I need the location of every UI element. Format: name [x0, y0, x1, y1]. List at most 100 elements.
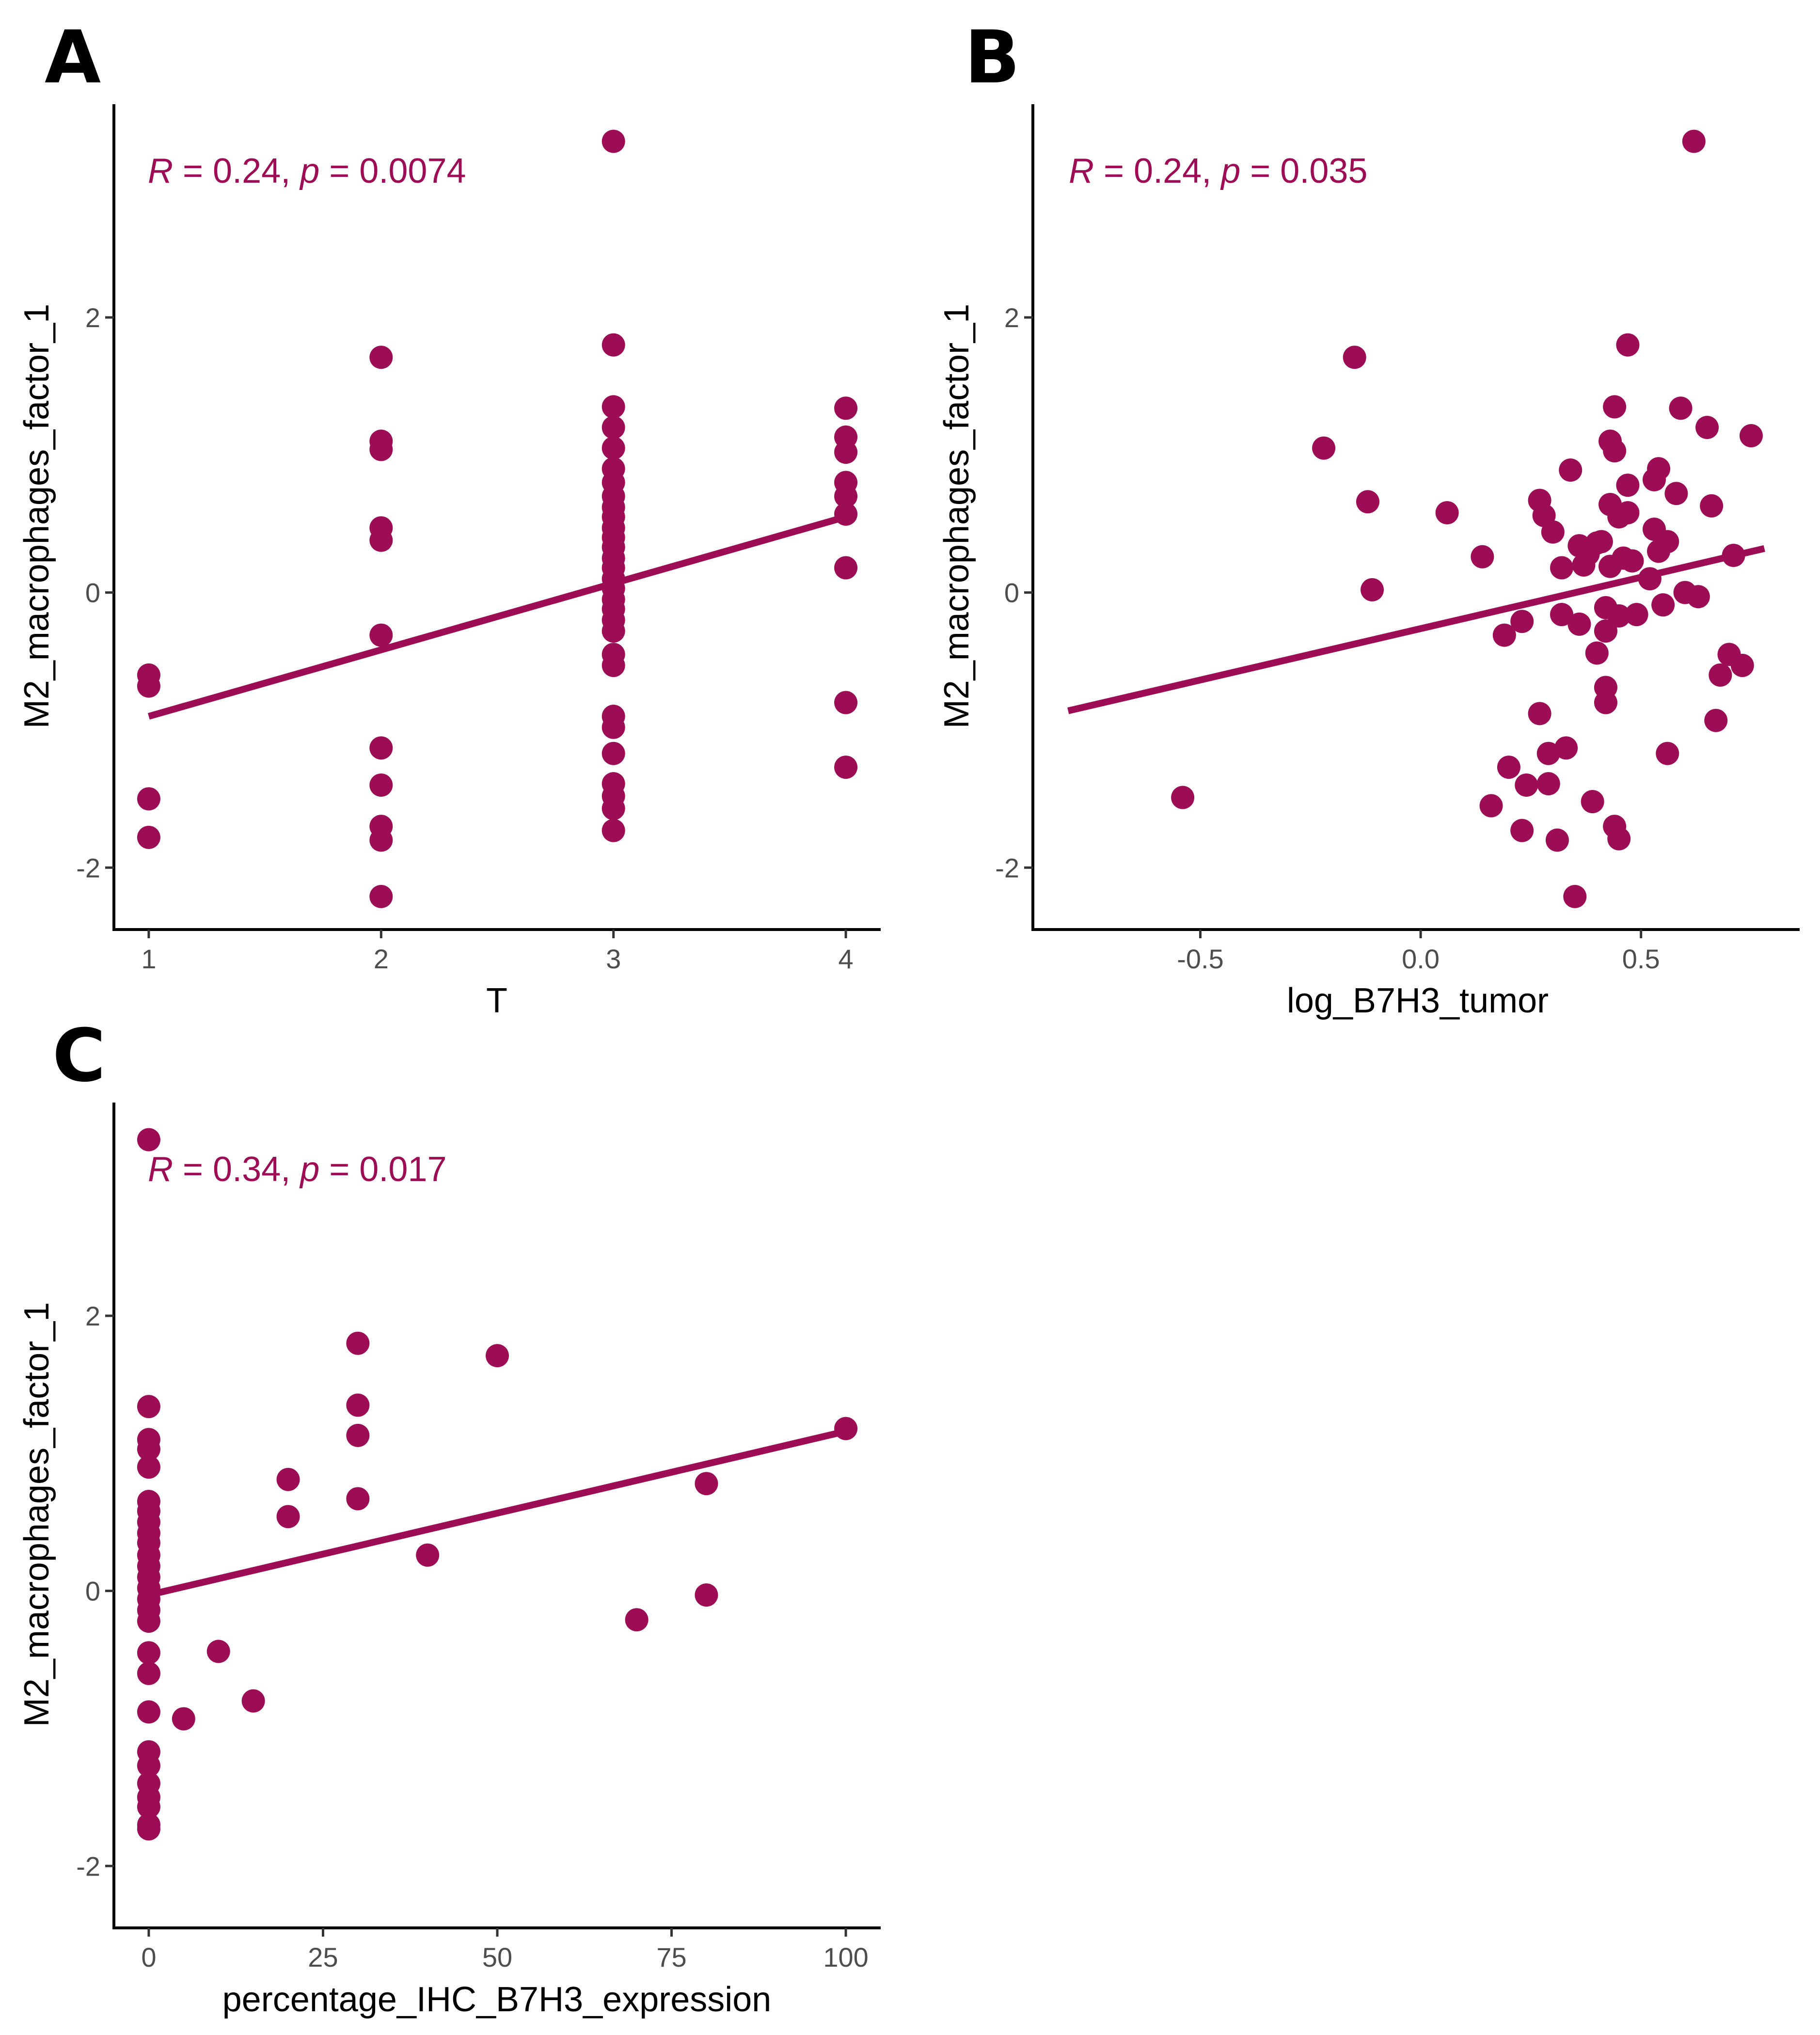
data-point [137, 674, 160, 698]
data-point [1682, 129, 1706, 153]
data-point [137, 1609, 160, 1633]
data-point [137, 1455, 160, 1479]
data-point [1730, 654, 1754, 678]
data-point [1550, 556, 1574, 580]
data-point [1664, 482, 1688, 505]
regression-line-a [147, 513, 847, 720]
data-point [601, 715, 625, 739]
data-point [1479, 794, 1503, 818]
data-point [1528, 702, 1551, 726]
data-point [1739, 424, 1763, 448]
data-point [625, 1608, 649, 1632]
data-point [137, 825, 160, 849]
data-point [1616, 501, 1640, 524]
data-point [834, 396, 858, 420]
data-point [172, 1707, 195, 1731]
points-a [137, 129, 858, 908]
data-point [1625, 603, 1648, 627]
data-point [1545, 828, 1569, 852]
data-point [486, 1344, 509, 1368]
data-point [369, 528, 393, 552]
data-point [1343, 346, 1366, 369]
data-point [601, 436, 625, 460]
data-point [369, 773, 393, 797]
data-point [346, 1487, 370, 1511]
data-point [1515, 773, 1538, 797]
data-point [137, 787, 160, 811]
data-point [1312, 436, 1336, 460]
data-point [1616, 473, 1640, 497]
stat-label-c: R = 0.34, p = 0.017 [148, 1150, 446, 1189]
data-point [137, 1817, 160, 1841]
data-point [1607, 827, 1631, 851]
data-point [1669, 396, 1693, 420]
data-point [137, 1128, 160, 1152]
data-point [1536, 772, 1560, 796]
data-point [601, 741, 625, 765]
x-ticks-b: -0.5 0.0 0.5 [1177, 930, 1660, 974]
y-tick-label: 2 [85, 302, 100, 333]
y-axis-title-a: M2_macrophages_factor_1 [17, 304, 56, 729]
x-tick-label: 4 [839, 944, 854, 974]
data-point [1616, 333, 1640, 357]
data-point [1510, 819, 1534, 842]
data-point [1603, 395, 1627, 419]
data-point [1356, 490, 1379, 514]
data-point [1171, 786, 1195, 809]
data-point [1607, 604, 1631, 628]
x-tick-label: 0 [141, 1942, 156, 1972]
data-point [137, 1437, 160, 1461]
data-point [137, 1661, 160, 1685]
data-point [1686, 585, 1710, 609]
data-point [1647, 457, 1671, 481]
data-point [601, 416, 625, 440]
data-point [369, 828, 393, 852]
data-point [1497, 756, 1520, 779]
data-point [1656, 741, 1679, 765]
points-b [1171, 129, 1763, 908]
data-point [834, 691, 858, 714]
y-axis-title-c: M2_macrophages_factor_1 [17, 1302, 56, 1727]
y-ticks-c: -2 0 2 [76, 1301, 114, 1881]
data-point [1471, 545, 1494, 568]
x-axis-title-a: T [486, 981, 507, 1020]
data-point [1541, 520, 1565, 544]
data-point [1620, 549, 1644, 573]
x-tick-label: 100 [823, 1942, 868, 1972]
data-point [1563, 884, 1587, 908]
data-point [1554, 736, 1578, 760]
data-point [601, 797, 625, 820]
x-axis-title-c: percentage_IHC_B7H3_expression [222, 1980, 772, 2019]
data-point [137, 1795, 160, 1819]
data-point [1700, 494, 1724, 518]
data-point [1361, 578, 1384, 601]
y-ticks-b: -2 0 2 [995, 302, 1033, 883]
data-point [1585, 641, 1609, 665]
y-tick-label: -2 [995, 852, 1019, 883]
data-point [1581, 790, 1604, 814]
data-point [1550, 603, 1574, 627]
data-point [369, 623, 393, 647]
data-point [346, 1393, 370, 1417]
data-point [346, 1423, 370, 1447]
x-tick-label: 1 [141, 944, 156, 974]
data-point [695, 1583, 718, 1607]
y-ticks-a: -2 0 2 [76, 302, 114, 883]
data-point [1651, 593, 1675, 617]
points-c [137, 1128, 858, 1841]
data-point [206, 1640, 230, 1663]
data-point [834, 756, 858, 779]
panel-letter-b: B [965, 16, 1020, 100]
x-tick-label: 50 [482, 1942, 512, 1972]
stat-label-b: R = 0.24, p = 0.035 [1069, 152, 1367, 190]
data-point [1603, 439, 1627, 463]
data-point [137, 1641, 160, 1665]
data-point [369, 884, 393, 908]
data-point [1435, 501, 1459, 524]
stat-label-a: R = 0.24, p = 0.0074 [148, 152, 466, 190]
x-ticks-a: 1 2 3 4 [141, 930, 854, 974]
y-tick-label: 2 [1004, 302, 1019, 333]
data-point [1492, 623, 1516, 647]
data-point [346, 1331, 370, 1355]
data-point [695, 1472, 718, 1496]
